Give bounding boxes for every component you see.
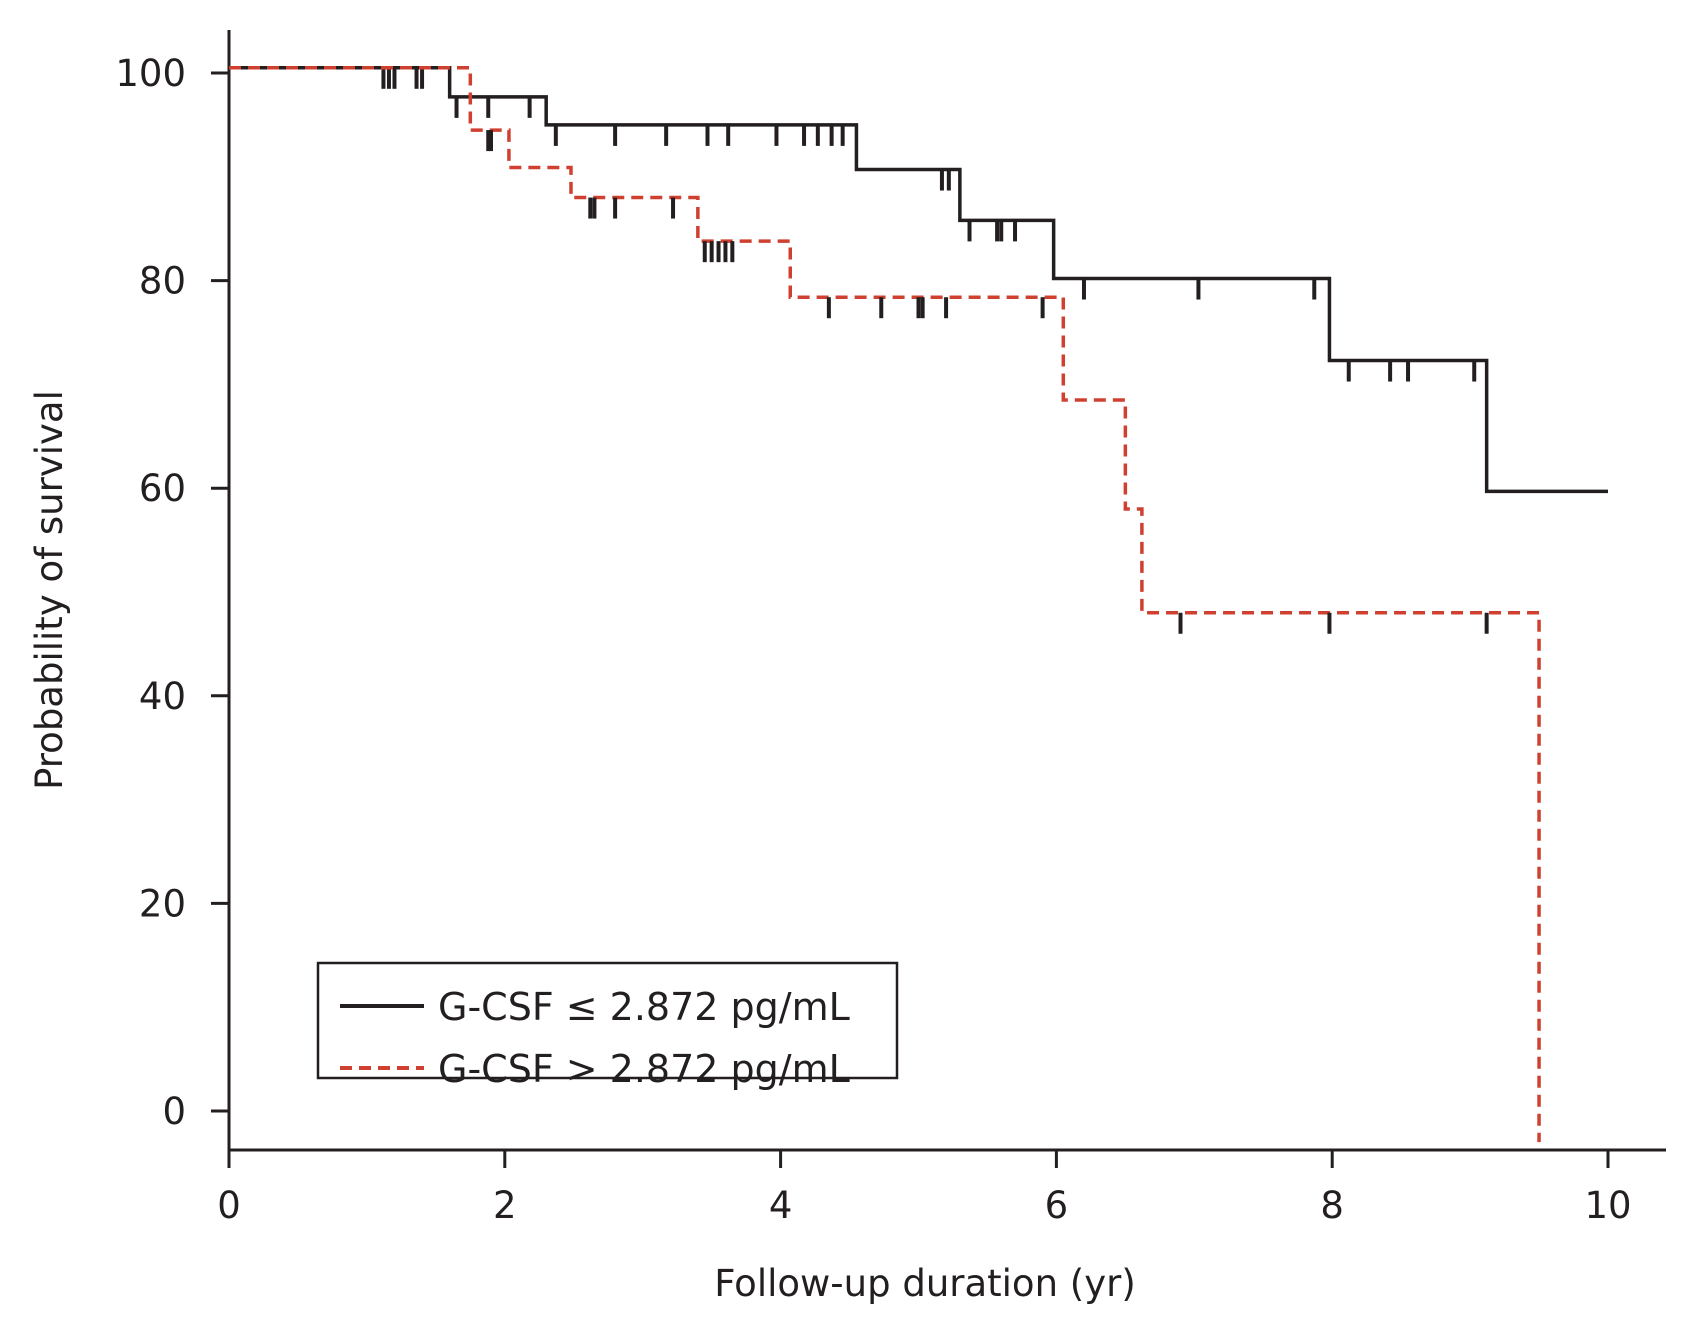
series-1 (229, 66, 1608, 494)
x-tick-label: 2 (493, 1184, 517, 1227)
x-tick-label: 8 (1320, 1184, 1344, 1227)
x-ticks: 0 2 4 6 8 10 (217, 1150, 1632, 1227)
x-tick-label: 6 (1045, 1184, 1069, 1227)
series-1-line (229, 66, 1608, 494)
y-tick-label: 20 (139, 882, 186, 925)
y-tick-label: 100 (115, 52, 186, 95)
y-tick-label: 80 (139, 260, 186, 303)
legend-box (316, 961, 899, 1080)
legend: G-CSF ≤ 2.872 pg/mL G-CSF > 2.872 pg/mL (316, 961, 899, 1091)
x-tick-label: 0 (217, 1184, 241, 1227)
y-tick-label: 60 (139, 467, 186, 510)
x-axis-title: Follow-up duration (yr) (714, 1262, 1136, 1305)
y-tick-label: 40 (139, 675, 186, 718)
y-tick-label: 0 (162, 1090, 186, 1133)
series-2-line (229, 66, 1541, 1143)
y-axis-title: Probability of survival (28, 390, 71, 790)
legend-label-series-2: G-CSF > 2.872 pg/mL (438, 1047, 850, 1091)
series-2 (229, 66, 1541, 1143)
x-tick-label: 10 (1584, 1184, 1631, 1227)
y-ticks: 0 20 40 60 80 100 (115, 52, 229, 1133)
x-tick-label: 4 (769, 1184, 793, 1227)
series-layer (229, 66, 1608, 1143)
legend-label-series-1: G-CSF ≤ 2.872 pg/mL (438, 985, 850, 1029)
